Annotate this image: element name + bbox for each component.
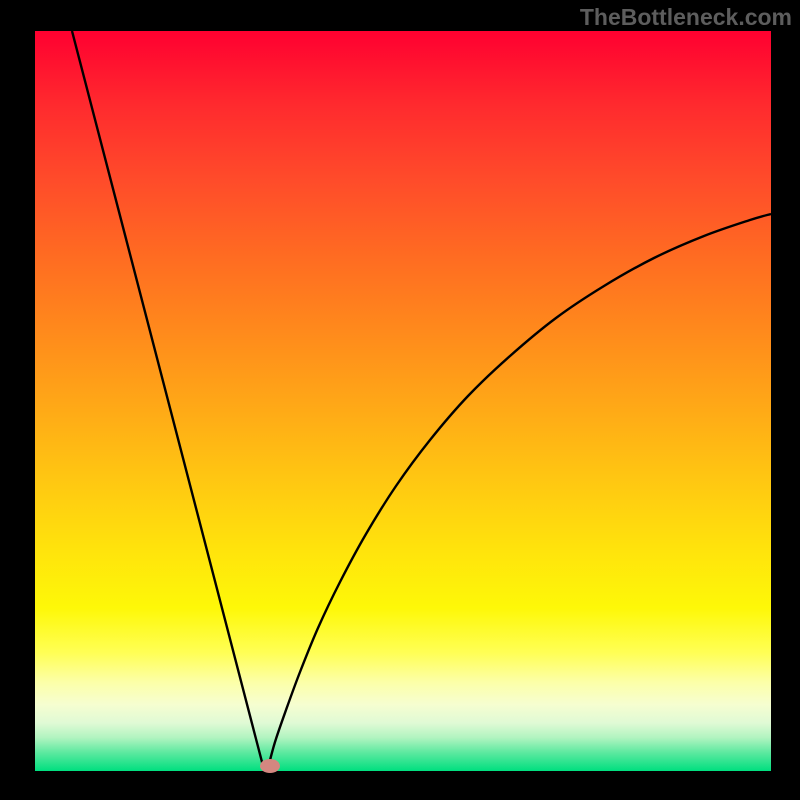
plot-area <box>35 31 771 771</box>
chart-stage: TheBottleneck.com <box>0 0 800 800</box>
watermark-text: TheBottleneck.com <box>580 4 792 31</box>
chart-svg <box>0 0 800 800</box>
vertex-marker <box>260 759 280 773</box>
